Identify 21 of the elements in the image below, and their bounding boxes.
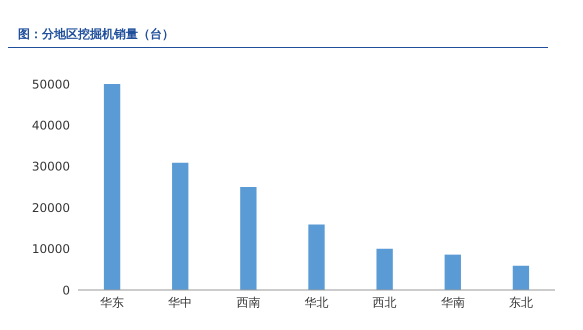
x-tick-label: 华北 xyxy=(304,296,328,310)
y-tick-label: 10000 xyxy=(32,242,70,256)
y-tick-label: 0 xyxy=(62,283,70,298)
x-tick-label: 西南 xyxy=(236,296,260,310)
y-tick-label: 50000 xyxy=(32,77,70,92)
bar xyxy=(376,248,393,290)
x-tick-label: 华东 xyxy=(100,296,124,310)
bar xyxy=(104,84,120,290)
x-tick-label: 西北 xyxy=(372,296,397,310)
bar xyxy=(172,162,188,290)
bar xyxy=(308,224,325,290)
y-tick-label: 40000 xyxy=(32,118,70,132)
chart-title: 图：分地区挖掘机销量（台） xyxy=(8,8,548,48)
x-tick-label: 华中 xyxy=(168,296,192,310)
x-tick-label: 华南 xyxy=(440,296,465,310)
bar xyxy=(444,254,461,290)
y-tick-label: 30000 xyxy=(32,160,70,174)
bar xyxy=(512,266,530,290)
x-tick-label: 东北 xyxy=(508,296,533,310)
y-tick-label: 20000 xyxy=(32,200,70,215)
bar xyxy=(240,187,257,290)
